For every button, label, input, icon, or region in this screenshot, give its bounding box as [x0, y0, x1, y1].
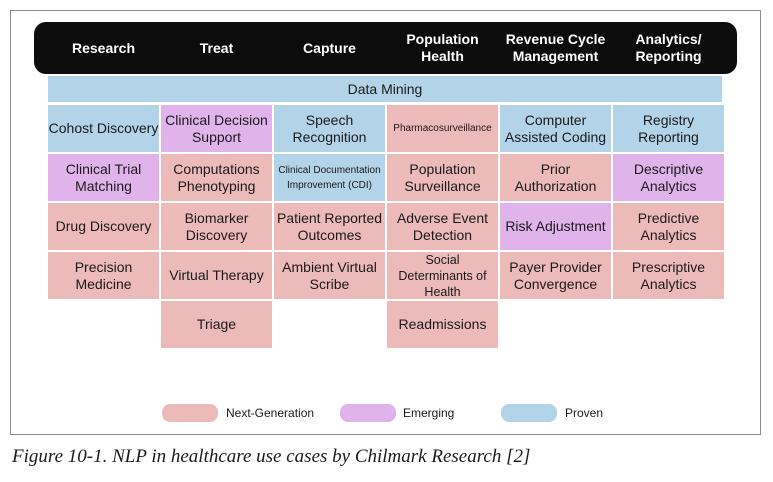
cell-speech-recognition: Speech Recognition: [274, 105, 385, 152]
cell-prior-authorization: Prior Authorization: [500, 154, 611, 201]
column-header-treat: Treat: [199, 39, 234, 56]
cell-predictive-analytics: Predictive Analytics: [613, 203, 724, 250]
column-header-capture: Capture: [303, 39, 356, 56]
cell-clinical-trial-matching: Clinical Trial Matching: [48, 154, 159, 201]
legend-swatch-emerging: [340, 404, 396, 422]
cell-risk-adjustment: Risk Adjustment: [500, 203, 611, 250]
cell-social-determinants-of-health: Social Determinants of Health: [387, 252, 498, 299]
legend-label-emerging: Emerging: [403, 406, 455, 420]
cell-computer-assisted-coding: Computer Assisted Coding: [500, 105, 611, 152]
legend-label-proven: Proven: [565, 406, 604, 420]
column-header-research: Research: [71, 39, 136, 56]
column-header-bar: Research Treat Capture Population Health…: [34, 22, 737, 74]
cell-computations-phenotyping: Computations Phenotyping: [161, 154, 272, 201]
cell-cohost-discovery: Cohost Discovery: [48, 105, 159, 152]
data-mining-banner: Data Mining: [48, 76, 722, 102]
cell-pharmacosurveillance: Pharmacosurveillance: [387, 105, 498, 152]
cell-ambient-virtual-scribe: Ambient Virtual Scribe: [274, 252, 385, 299]
cell-clinical-decision-support: Clinical Decision Support: [161, 105, 272, 152]
legend-swatch-proven: [501, 404, 557, 422]
legend-swatch-next-generation: [162, 404, 218, 422]
cell-readmissions: Readmissions: [387, 301, 498, 348]
cell-descriptive-analytics: Descriptive Analytics: [613, 154, 724, 201]
cell-virtual-therapy: Virtual Therapy: [161, 252, 272, 299]
cell-population-surveillance: Population Surveillance: [387, 154, 498, 201]
cell-biomarker-discovery: Biomarker Discovery: [161, 203, 272, 250]
figure-caption: Figure 10-1. NLP in healthcare use cases…: [12, 446, 531, 467]
cell-prescriptive-analytics: Prescriptive Analytics: [613, 252, 724, 299]
column-header-analytics: Analytics/ Reporting: [635, 31, 702, 64]
column-header-revenue-cycle: Revenue Cycle Management: [505, 31, 606, 64]
cell-registry-reporting: Registry Reporting: [613, 105, 724, 152]
cell-payer-provider-convergence: Payer Provider Convergence: [500, 252, 611, 299]
cell-drug-discovery: Drug Discovery: [48, 203, 159, 250]
cell-clinical-documentation-improvement: Clinical Documentation Improvement (CDI): [274, 154, 385, 201]
cell-precision-medicine: Precision Medicine: [48, 252, 159, 299]
cell-triage: Triage: [161, 301, 272, 348]
column-header-population-health: Population Health: [406, 31, 479, 64]
legend-label-next-generation: Next-Generation: [226, 406, 315, 420]
cell-adverse-event-detection: Adverse Event Detection: [387, 203, 498, 250]
cell-patient-reported-outcomes: Patient Reported Outcomes: [274, 203, 385, 250]
